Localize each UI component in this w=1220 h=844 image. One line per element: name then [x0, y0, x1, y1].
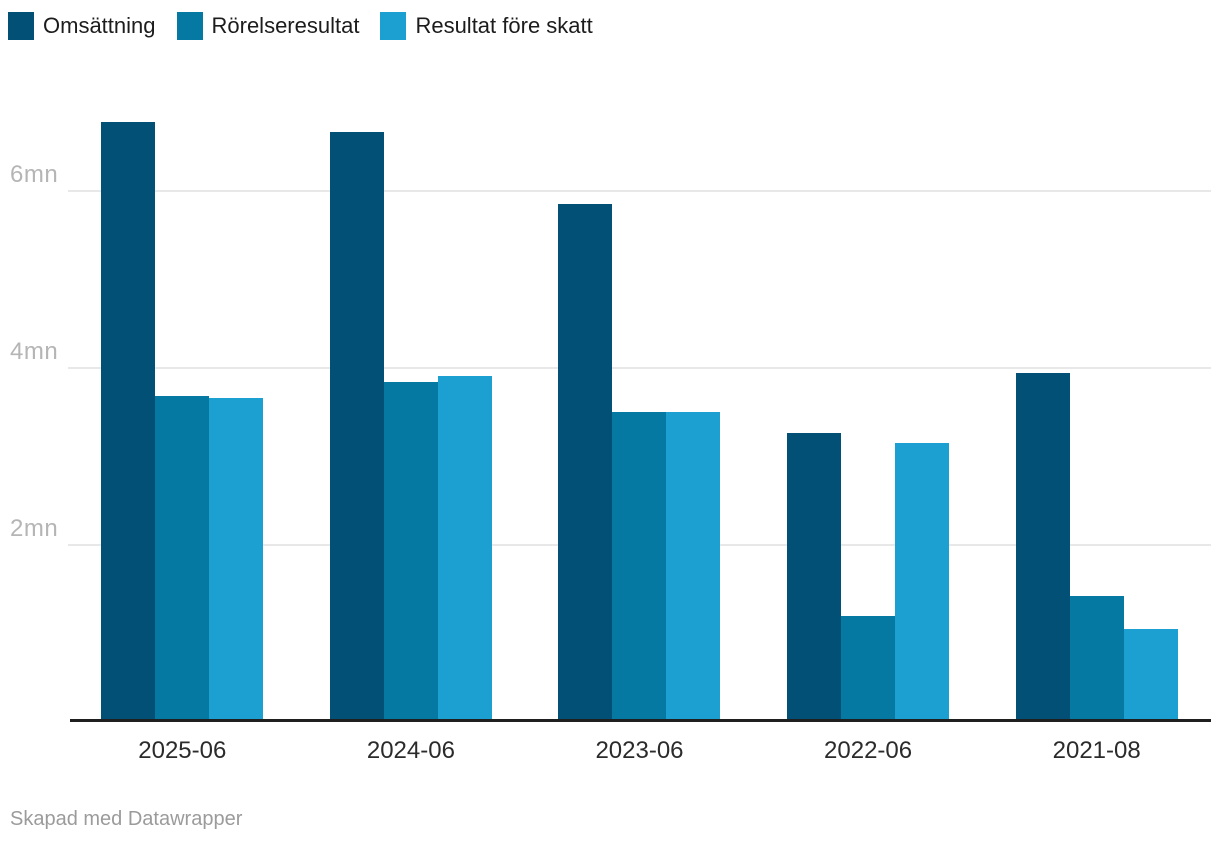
x-axis-label: 2022-06	[824, 737, 913, 764]
legend-swatch-icon	[380, 12, 407, 40]
legend-label: Resultat före skatt	[415, 13, 593, 38]
gridline	[68, 190, 1211, 193]
legend-item-omsattning: Omsättning	[8, 12, 156, 40]
bar-omsattning[interactable]	[558, 203, 613, 722]
bar-resultat-fore-skatt[interactable]	[895, 443, 950, 722]
bar-group-2022-06: 2022-06	[754, 48, 983, 764]
bar-group-2021-08: 2021-08	[982, 48, 1211, 764]
bar-resultat-fore-skatt[interactable]	[666, 412, 721, 722]
bar-rorelseresultat[interactable]	[841, 615, 896, 722]
y-axis-label: 2mn	[10, 515, 59, 543]
x-axis-label: 2023-06	[595, 737, 684, 764]
bar-group-2025-06: 2025-06	[68, 48, 297, 764]
legend-swatch-icon	[8, 12, 34, 40]
x-axis-label: 2021-08	[1052, 737, 1141, 764]
legend-item-rorelseresultat: Rörelseresultat	[176, 12, 360, 40]
plot-area: 2025-06 2024-06 2023-06 2022-06 2021-08 2mn 4…	[10, 48, 1211, 764]
bar-rorelseresultat[interactable]	[612, 411, 667, 722]
bar-rorelseresultat[interactable]	[155, 395, 210, 722]
bar-resultat-fore-skatt[interactable]	[437, 376, 492, 722]
x-axis-line	[70, 719, 1211, 722]
bar-omsattning[interactable]	[787, 432, 842, 722]
datawrapper-credit-link[interactable]: Skapad med Datawrapper	[10, 808, 243, 830]
bar-omsattning[interactable]	[1015, 372, 1070, 722]
bar-group-2023-06: 2023-06	[525, 48, 754, 764]
legend-label: Omsättning	[43, 13, 156, 38]
bar-resultat-fore-skatt[interactable]	[209, 398, 264, 722]
legend-item-resultat-fore-skatt: Resultat före skatt	[380, 12, 593, 40]
legend-swatch-icon	[176, 12, 203, 40]
bar-omsattning[interactable]	[329, 132, 384, 722]
y-axis-label: 4mn	[10, 338, 59, 366]
bar-group-2024-06: 2024-06	[297, 48, 526, 764]
legend-label: Rörelseresultat	[211, 13, 360, 38]
legend: Omsättning Rörelseresultat Resultat före s…	[8, 12, 593, 40]
bar-rorelseresultat[interactable]	[383, 382, 438, 722]
bar-resultat-fore-skatt[interactable]	[1123, 629, 1178, 722]
bar-rorelseresultat[interactable]	[1069, 595, 1124, 722]
bar-omsattning[interactable]	[101, 122, 156, 722]
credit-line: Skapad med Datawrapper	[10, 808, 242, 831]
x-axis-label: 2024-06	[366, 737, 455, 764]
bar-groups: 2025-06 2024-06 2023-06 2022-06 2021-08	[68, 48, 1211, 764]
y-axis-label: 6mn	[10, 161, 59, 189]
x-axis-label: 2025-06	[138, 737, 227, 764]
gridline	[68, 367, 1211, 370]
